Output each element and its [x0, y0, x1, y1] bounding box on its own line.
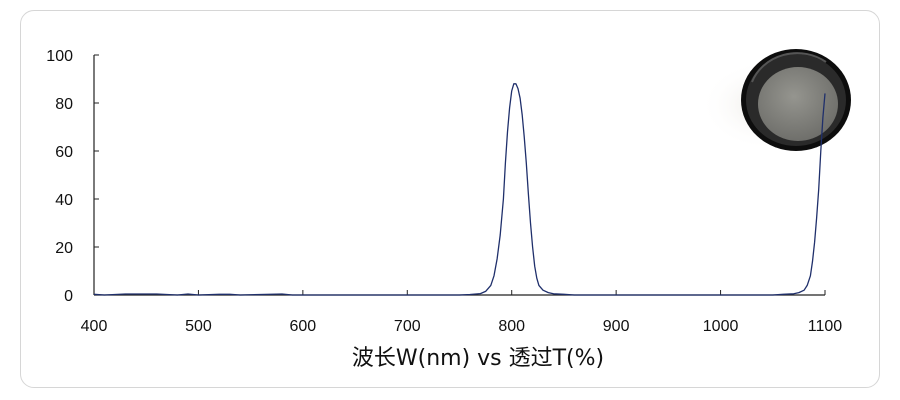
y-tick-label: 80 [55, 96, 73, 113]
x-tick-label: 400 [81, 318, 108, 335]
x-tick-label: 900 [603, 318, 630, 335]
transmission-series-line [93, 83, 826, 296]
y-tick-label: 0 [64, 288, 73, 305]
optical-filter-lens-icon [700, 49, 851, 151]
x-tick-label: 1000 [703, 318, 739, 335]
y-tick-label: 20 [55, 240, 73, 257]
x-axis-title: 波长W(nm) vs 透过T(%) [352, 346, 604, 371]
y-tick-label: 40 [55, 192, 73, 209]
x-tick-label: 1100 [808, 318, 843, 335]
x-tick-label: 800 [498, 318, 525, 335]
y-tick-label: 60 [55, 144, 73, 161]
x-tick-label: 700 [394, 318, 421, 335]
x-tick-label: 500 [185, 318, 212, 335]
x-tick-label: 600 [290, 318, 317, 335]
y-tick-label: 100 [46, 48, 73, 65]
